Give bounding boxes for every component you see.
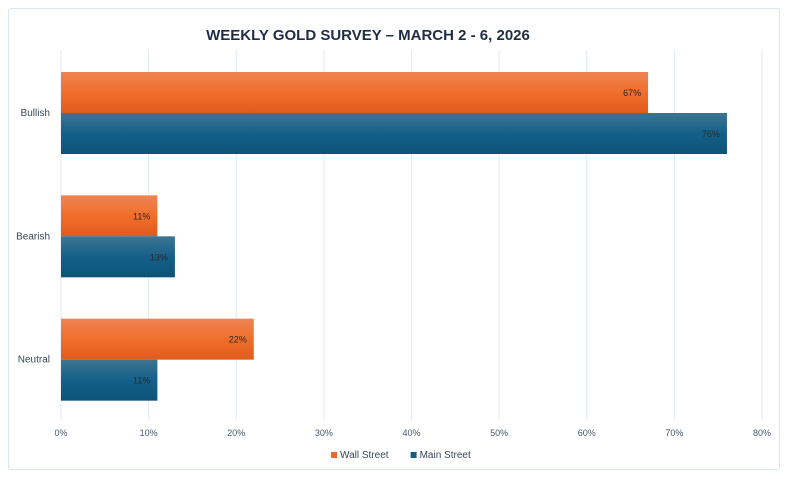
legend-swatch (331, 452, 337, 458)
bar-wall-street (61, 72, 649, 113)
bar-wall-street (61, 318, 254, 360)
x-tick-label: 70% (665, 428, 683, 438)
x-tick-label: 20% (227, 428, 245, 438)
category-label: Bearish (16, 231, 50, 242)
chart-title: WEEKLY GOLD SURVEY – MARCH 2 - 6, 2026 (206, 27, 530, 44)
x-tick-label: 10% (140, 428, 158, 438)
x-tick-label: 40% (402, 428, 420, 438)
data-label: 67% (623, 88, 641, 98)
data-label: 13% (150, 252, 168, 262)
x-tick-label: 50% (490, 428, 508, 438)
x-tick-label: 60% (578, 428, 596, 438)
legend-label: Main Street (420, 450, 471, 461)
bar-main-street (61, 236, 175, 278)
x-tick-label: 30% (315, 428, 333, 438)
data-label: 76% (702, 129, 720, 139)
data-label: 11% (133, 211, 150, 221)
bar-wall-street (61, 195, 158, 237)
legend-swatch (410, 452, 417, 458)
legend-label: Wall Street (340, 450, 389, 461)
category-label: Neutral (18, 355, 50, 366)
x-tick-label: 80% (753, 428, 771, 438)
category-label: Bullish (21, 108, 50, 119)
data-label: 22% (229, 335, 247, 345)
x-tick-label: 0% (54, 428, 67, 438)
data-label: 11% (133, 376, 150, 386)
bar-main-street (61, 359, 158, 401)
chart-card (8, 8, 780, 470)
bar-main-street (61, 113, 727, 154)
